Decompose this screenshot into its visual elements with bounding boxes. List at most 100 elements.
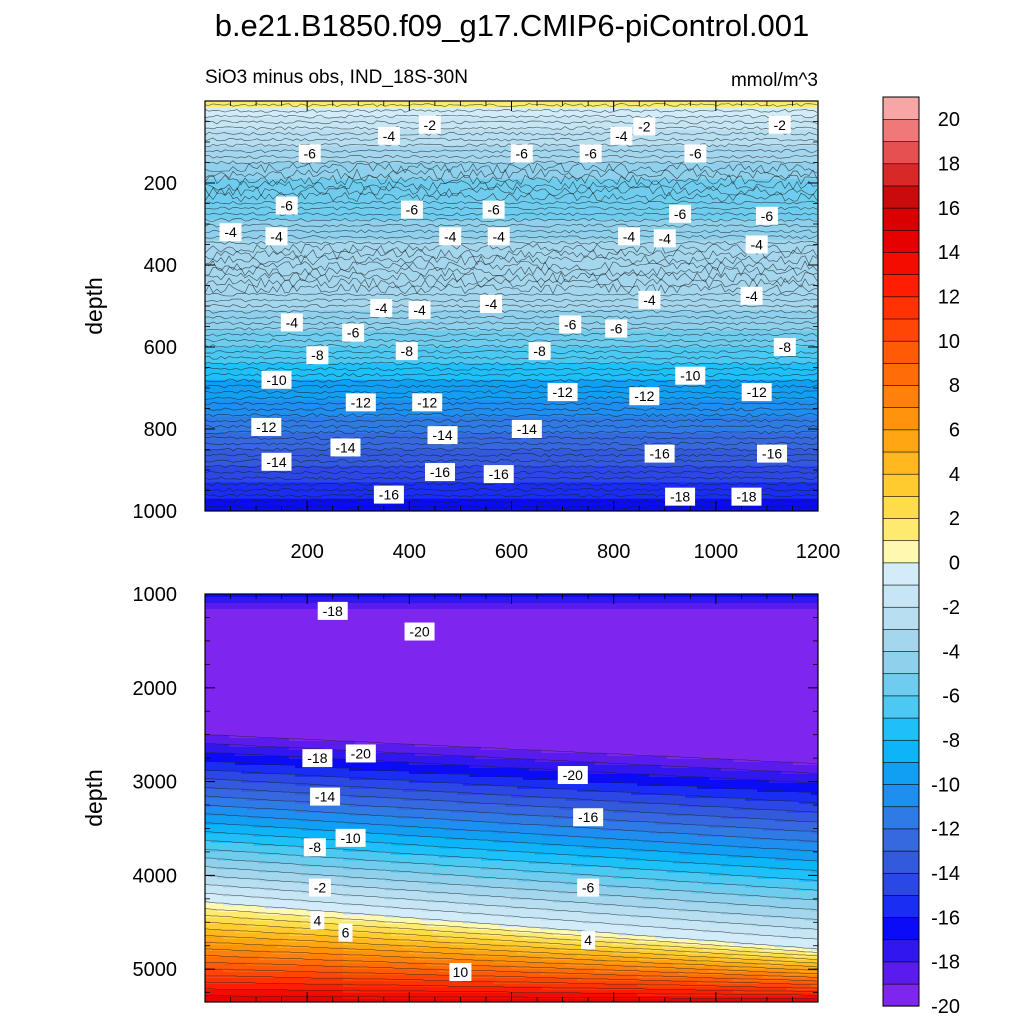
upper-contour-label-box: [665, 487, 696, 506]
lower-cell: [469, 603, 476, 607]
lower-cell: [481, 621, 488, 625]
lower-cell: [667, 612, 674, 616]
lower-cell: [451, 609, 458, 613]
upper-contour-label-text: -6: [487, 202, 500, 218]
lower-cell: [307, 633, 314, 637]
lower-cell: [379, 645, 386, 649]
lower-cell: [649, 615, 656, 619]
lower-cell: [787, 618, 794, 622]
lower-cell: [571, 639, 578, 643]
upper-panel: -2 -2 -2-4 -4-6 -6 -6 -6-6 -6 -6 -6 -6-4 -4 -4 -4 -4 -4…: [81, 100, 840, 563]
lower-cell: [487, 639, 494, 643]
lower-cell: [703, 597, 710, 601]
lower-cell: [397, 594, 404, 598]
lower-cell: [673, 612, 680, 616]
lower-cell: [217, 609, 224, 613]
lower-cell: [547, 597, 554, 601]
lower-cell: [577, 597, 584, 601]
lower-cell: [655, 624, 662, 628]
upper-contour-line: [205, 240, 818, 245]
upper-contour-label-text: -12: [552, 384, 572, 400]
lower-cell: [805, 624, 812, 628]
lower-cell: [643, 597, 650, 601]
upper-contour-line: [205, 174, 818, 186]
upper-contour-line: [205, 180, 818, 191]
lower-cell: [721, 648, 728, 652]
lower-cell: [325, 645, 332, 649]
lower-cell: [631, 600, 638, 604]
lower-cell: [553, 648, 560, 652]
lower-cell: [217, 603, 224, 607]
lower-cell: [415, 597, 422, 601]
lower-cell: [397, 615, 404, 619]
lower-cell: [805, 618, 812, 622]
upper-contour-label-text: -6: [610, 321, 623, 337]
lower-cell: [667, 597, 674, 601]
lower-cell: [781, 594, 788, 598]
lower-cell: [523, 618, 530, 622]
lower-cell: [565, 642, 572, 646]
lower-cell: [787, 597, 794, 601]
lower-cell: [385, 606, 392, 610]
lower-cell: [631, 612, 638, 616]
lower-cell: [739, 606, 746, 610]
lower-cell: [769, 642, 776, 646]
lower-cell: [361, 633, 368, 637]
lower-cell: [751, 609, 758, 613]
lower-cell: [547, 600, 554, 604]
lower-cell: [511, 612, 518, 616]
lower-cell: [595, 603, 602, 607]
lower-cell: [511, 618, 518, 622]
lower-cell: [331, 642, 338, 646]
lower-cell: [811, 600, 818, 604]
lower-cell: [793, 618, 800, 622]
lower-cell: [775, 627, 782, 631]
lower-cell: [541, 597, 548, 601]
lower-cell: [553, 603, 560, 607]
lower-cell: [235, 597, 242, 601]
lower-cell: [409, 600, 416, 604]
upper-band: [205, 129, 818, 147]
lower-cell: [391, 615, 398, 619]
lower-cell: [325, 651, 332, 655]
lower-cell: [631, 636, 638, 640]
lower-cell: [205, 627, 212, 631]
upper-contour-label-box: [261, 370, 292, 389]
lower-cell: [253, 642, 260, 646]
lower-cell: [685, 618, 692, 622]
lower-cell: [475, 624, 482, 628]
lower-cell: [691, 609, 698, 613]
lower-cell: [493, 636, 500, 640]
lower-cell: [487, 609, 494, 613]
upper-contour-label-text: -4: [286, 314, 299, 330]
lower-cell: [265, 633, 272, 637]
lower-cell: [301, 633, 308, 637]
lower-cell: [571, 648, 578, 652]
lower-cell: [487, 621, 494, 625]
lower-cell: [235, 615, 242, 619]
lower-cell: [451, 636, 458, 640]
lower-cell: [439, 612, 446, 616]
lower-cell: [811, 609, 818, 613]
lower-cell: [493, 642, 500, 646]
lower-cell: [265, 606, 272, 610]
lower-cell: [379, 609, 386, 613]
lower-cell: [601, 642, 608, 646]
lower-cell: [583, 603, 590, 607]
lower-cell: [673, 618, 680, 622]
lower-cell: [349, 648, 356, 652]
lower-cell: [757, 624, 764, 628]
lower-cell: [313, 603, 320, 607]
lower-cell: [721, 609, 728, 613]
lower-cell: [241, 621, 248, 625]
lower-cell: [463, 600, 470, 604]
upper-contour-label-box: [377, 126, 400, 145]
lower-cell: [583, 612, 590, 616]
lower-cell: [301, 621, 308, 625]
lower-cell: [271, 618, 278, 622]
lower-cell: [601, 639, 608, 643]
lower-cell: [475, 639, 482, 643]
lower-cell: [391, 609, 398, 613]
upper-contour-label-text: -6: [281, 198, 294, 214]
lower-cell: [457, 648, 464, 652]
